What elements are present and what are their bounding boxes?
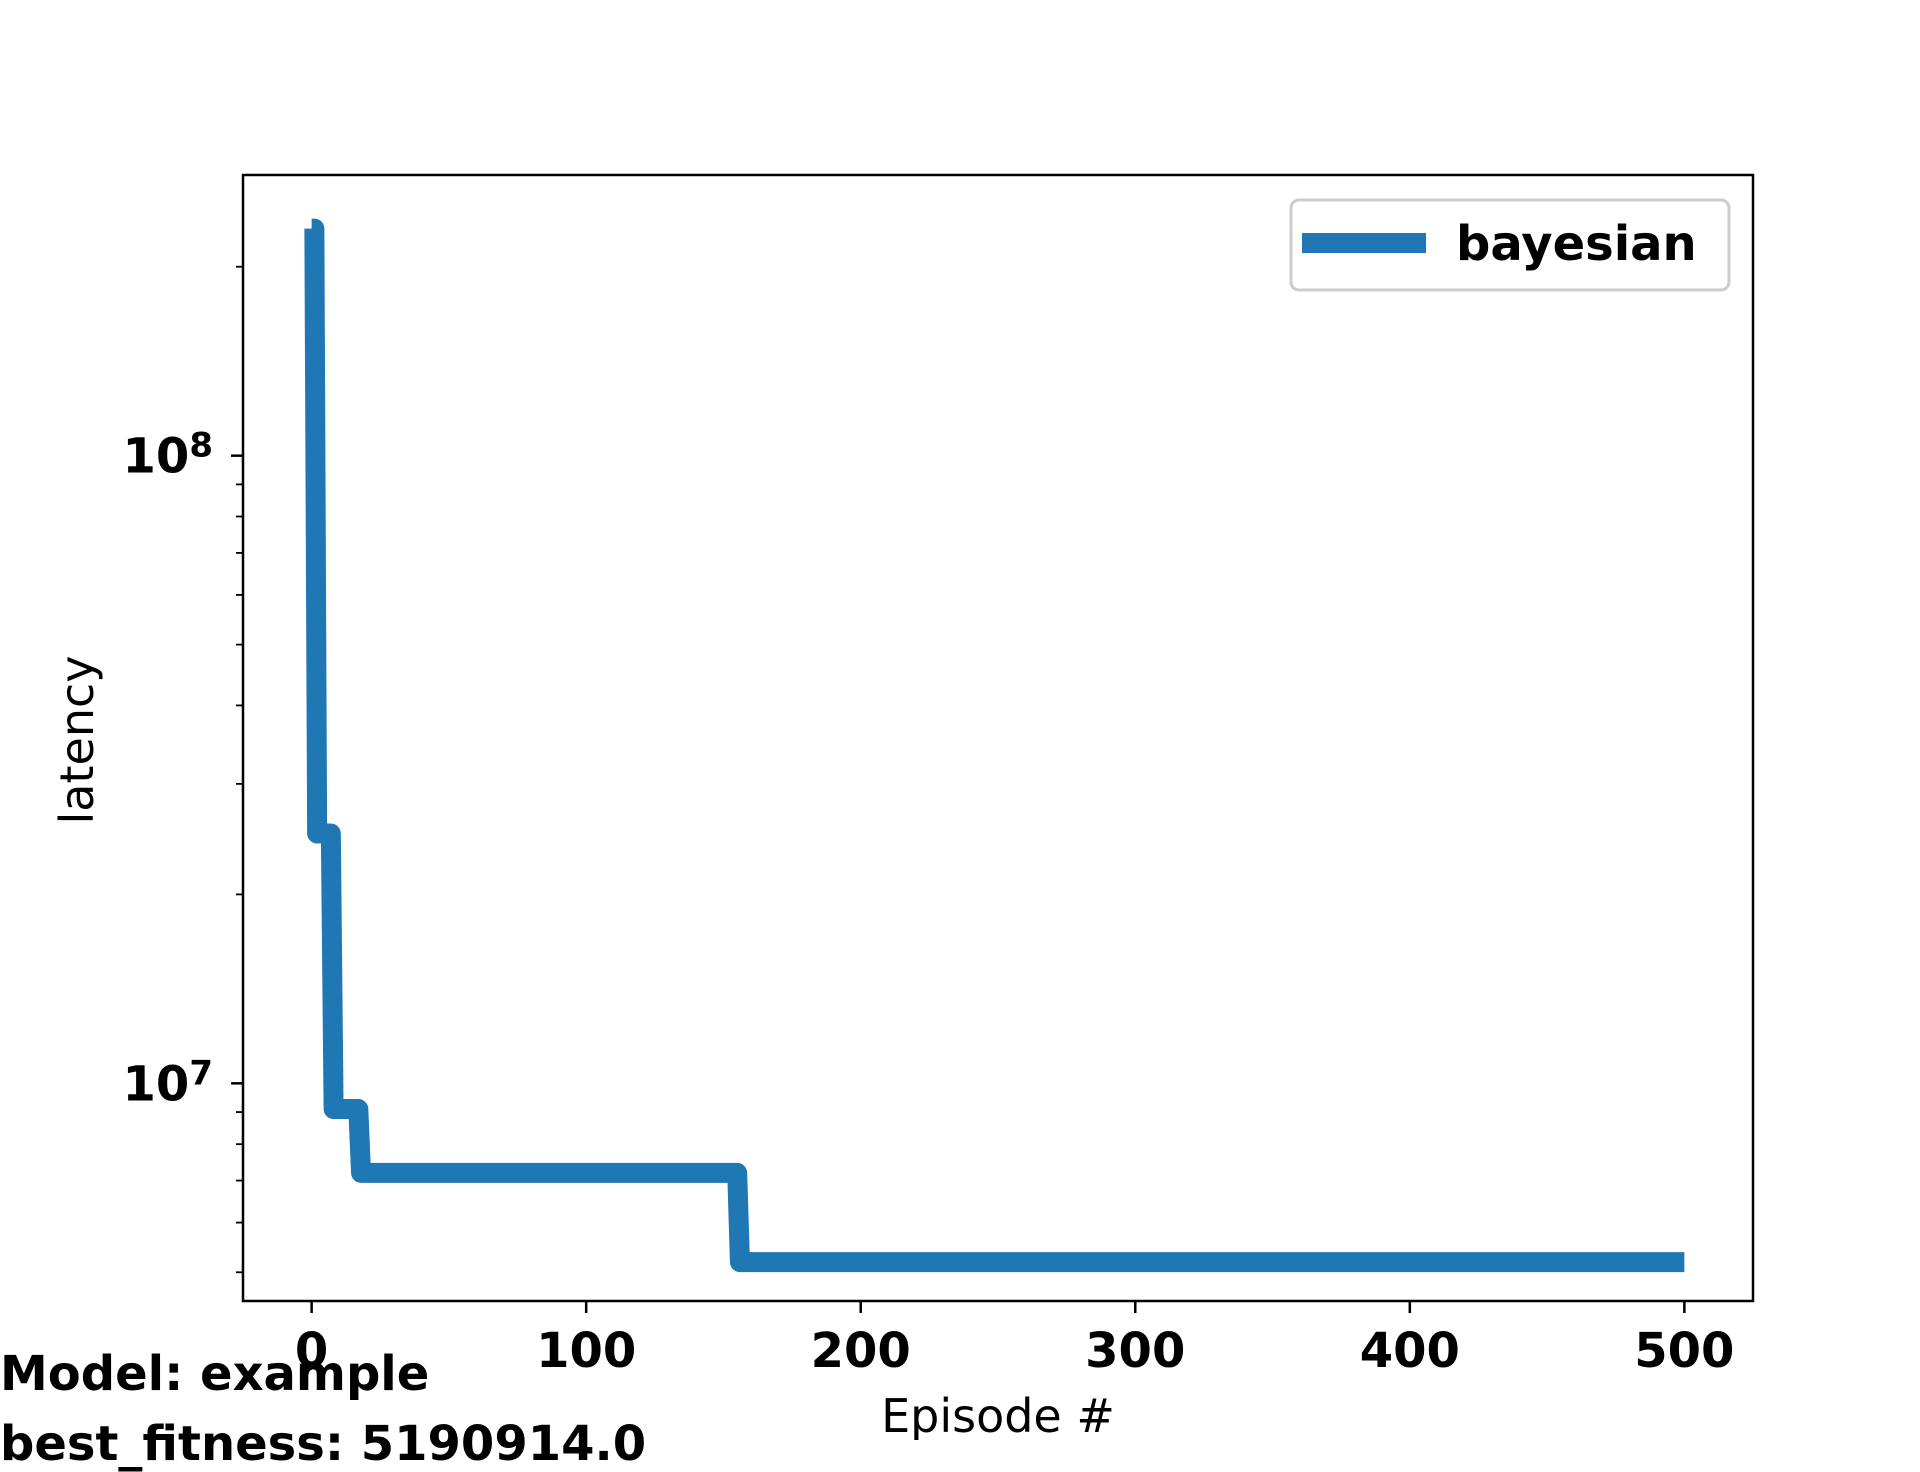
x-tick-label: 300 [1085,1323,1185,1379]
legend: bayesian [1289,198,1731,292]
legend-label-bayesian: bayesian [1456,216,1697,272]
plot-frame [241,173,1755,1303]
y-axis-label: latency [50,656,104,825]
x-tick-label: 400 [1360,1323,1460,1379]
y-tick-label: 107 [123,1053,213,1112]
y-tick-label: 108 [123,426,213,485]
series-line-bayesian [304,218,1685,1273]
footer-model-text: Model: example [0,1346,430,1402]
x-tick-label: 500 [1634,1323,1734,1379]
x-tick-label: 100 [536,1323,636,1379]
plot-background [243,175,1753,1301]
x-axis-label: Episode # [881,1389,1115,1440]
chart-figure: 0 100 200 300 400 500 107 108 Episode # latenc… [50,173,1755,1440]
legend-box [1289,198,1731,292]
data-layer [304,218,1685,1273]
x-axis: 0 100 200 300 400 500 [295,1301,1734,1379]
x-tick-label: 0 [295,1323,328,1379]
y-axis: 107 108 [123,265,243,1274]
x-tick-label: 200 [811,1323,911,1379]
footer-best-fitness-text: best_fitness: 5190914.0 [0,1416,647,1472]
